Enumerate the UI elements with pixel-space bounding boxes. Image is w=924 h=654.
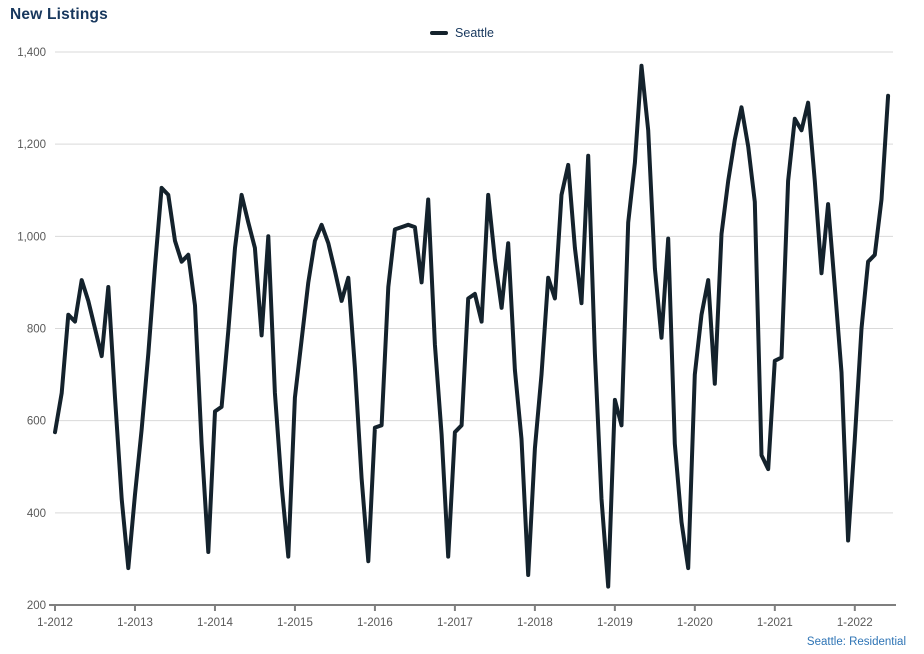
x-tick-label: 1-2016 bbox=[357, 617, 393, 629]
x-tick-label: 1-2020 bbox=[677, 617, 713, 629]
x-tick-label: 1-2018 bbox=[517, 617, 553, 629]
legend: Seattle bbox=[0, 26, 924, 40]
y-tick-label: 200 bbox=[27, 600, 46, 612]
y-tick-label: 600 bbox=[27, 416, 46, 428]
y-tick-label: 400 bbox=[27, 508, 46, 520]
x-tick-label: 1-2013 bbox=[117, 617, 153, 629]
x-tick-label: 1-2012 bbox=[37, 617, 73, 629]
x-tick-label: 1-2019 bbox=[597, 617, 633, 629]
x-axis bbox=[49, 604, 896, 611]
y-tick-label: 1,200 bbox=[17, 139, 46, 151]
chart-title: New Listings bbox=[10, 6, 108, 23]
axis-labels: 1,400 1,200 1,000 800 600 400 200 1-2012 1-2013 1… bbox=[17, 47, 872, 629]
x-tick-label: 1-2014 bbox=[197, 617, 233, 629]
legend-line-swatch bbox=[430, 31, 449, 35]
x-tick-label: 1-2015 bbox=[277, 617, 313, 629]
x-tick-label: 1-2022 bbox=[837, 617, 873, 629]
gridlines bbox=[55, 51, 893, 514]
y-tick-label: 1,000 bbox=[17, 231, 46, 243]
legend-series-label: Seattle bbox=[455, 26, 494, 40]
y-tick-label: 1,400 bbox=[17, 47, 46, 59]
legend-item-seattle[interactable]: Seattle bbox=[430, 26, 494, 40]
x-tick-label: 1-2017 bbox=[437, 617, 473, 629]
y-tick-label: 800 bbox=[27, 324, 46, 336]
x-tick-label: 1-2021 bbox=[757, 617, 793, 629]
series-line-seattle[interactable] bbox=[53, 63, 891, 589]
source-caption: Seattle: Residential bbox=[806, 636, 906, 648]
